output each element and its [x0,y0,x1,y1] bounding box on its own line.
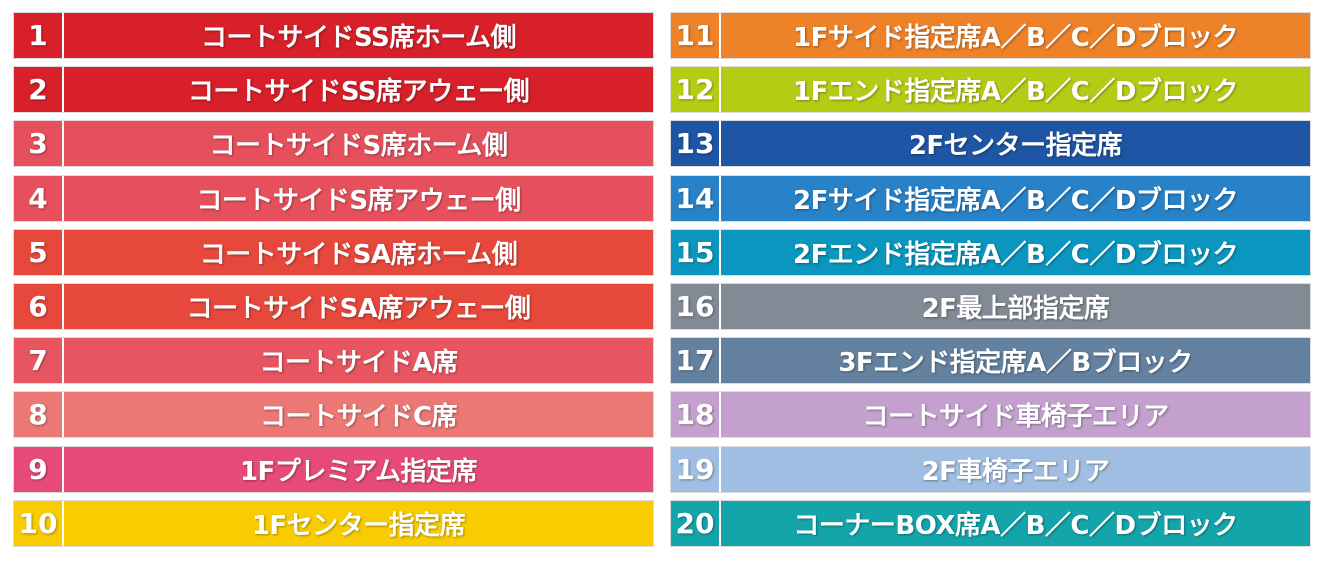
seat-number: 8 [14,392,64,438]
seat-row: 9 1Fプレミアム指定席 [13,445,654,493]
seat-label: 2F車椅子エリア [921,456,1110,487]
seat-label: コートサイドS席アウェー側 [196,185,521,216]
seat-number: 17 [671,338,721,384]
seat-row: 19 2F車椅子エリア [670,445,1311,493]
seat-label: 2Fセンター指定席 [908,131,1123,162]
seat-number: 9 [14,446,64,492]
seat-number: 10 [14,500,64,546]
seat-row: 20 コーナーBOX席A／B／C／Dブロック [670,499,1311,547]
seat-number: 20 [671,500,721,546]
seat-row: 11 1Fサイド指定席A／B／C／Dブロック [670,12,1311,59]
seat-label: 1Fセンター指定席 [251,510,466,541]
seat-row: 5 コートサイドSA席ホーム側 [13,228,654,276]
seat-number: 18 [671,392,721,438]
seat-row: 1 コートサイドSS席ホーム側 [13,12,654,59]
seat-row: 16 2F最上部指定席 [670,282,1311,330]
seat-number: 15 [671,229,721,275]
seat-number: 3 [14,121,64,167]
seat-label: コートサイドSA席ホーム側 [199,239,518,270]
seat-row: 13 2Fセンター指定席 [670,120,1311,168]
seat-number: 5 [14,229,64,275]
seat-label: 3Fエンド指定席A／Bブロック [838,348,1193,379]
seat-list-right: 11 1Fサイド指定席A／B／C／Dブロック 12 1Fエンド指定席A／B／C／Dブロ… [670,12,1311,554]
seat-list-left: 1 コートサイドSS席ホーム側 2 コートサイドSS席アウェー側 3 コートサイドS席ホー… [13,12,654,554]
seat-label: 1Fプレミアム指定席 [239,456,478,487]
seat-row: 3 コートサイドS席ホーム側 [13,120,654,168]
seat-row: 15 2Fエンド指定席A／B／C／Dブロック [670,228,1311,276]
seat-label: 1Fサイド指定席A／B／C／Dブロック [793,23,1238,53]
seat-number: 6 [14,283,64,329]
seat-number: 14 [671,175,721,221]
seat-row: 7 コートサイドA席 [13,337,654,385]
seat-label: 2Fエンド指定席A／B／C／Dブロック [793,239,1238,270]
seat-label: 2F最上部指定席 [921,293,1110,324]
seat-number: 1 [14,13,64,58]
seat-number: 13 [671,121,721,167]
seat-label: コートサイドSS席ホーム側 [200,23,517,53]
seat-label: コートサイドA席 [259,348,458,379]
seat-label: コーナーBOX席A／B／C／Dブロック [793,510,1238,541]
seat-label: コートサイドSA席アウェー側 [186,293,531,324]
seat-row: 14 2Fサイド指定席A／B／C／Dブロック [670,174,1311,222]
seat-row: 2 コートサイドSS席アウェー側 [13,66,654,114]
seat-label: コートサイド車椅子エリア [862,402,1169,433]
seat-label: コートサイドC席 [259,402,458,433]
seat-number: 4 [14,175,64,221]
seat-number: 16 [671,283,721,329]
seat-number: 7 [14,338,64,384]
seat-row: 18 コートサイド車椅子エリア [670,391,1311,439]
seat-row: 17 3Fエンド指定席A／Bブロック [670,337,1311,385]
seat-row: 6 コートサイドSA席アウェー側 [13,282,654,330]
seat-number: 12 [671,67,721,113]
seat-number: 11 [671,13,721,58]
seat-row: 8 コートサイドC席 [13,391,654,439]
seat-row: 10 1Fセンター指定席 [13,499,654,547]
seat-number: 2 [14,67,64,113]
seat-number: 19 [671,446,721,492]
seat-row: 12 1Fエンド指定席A／B／C／Dブロック [670,66,1311,114]
seat-label: 1Fエンド指定席A／B／C／Dブロック [793,77,1238,108]
seat-label: 2Fサイド指定席A／B／C／Dブロック [793,185,1238,216]
seat-label: コートサイドS席ホーム側 [209,131,508,162]
seat-row: 4 コートサイドS席アウェー側 [13,174,654,222]
seat-label: コートサイドSS席アウェー側 [187,77,530,108]
